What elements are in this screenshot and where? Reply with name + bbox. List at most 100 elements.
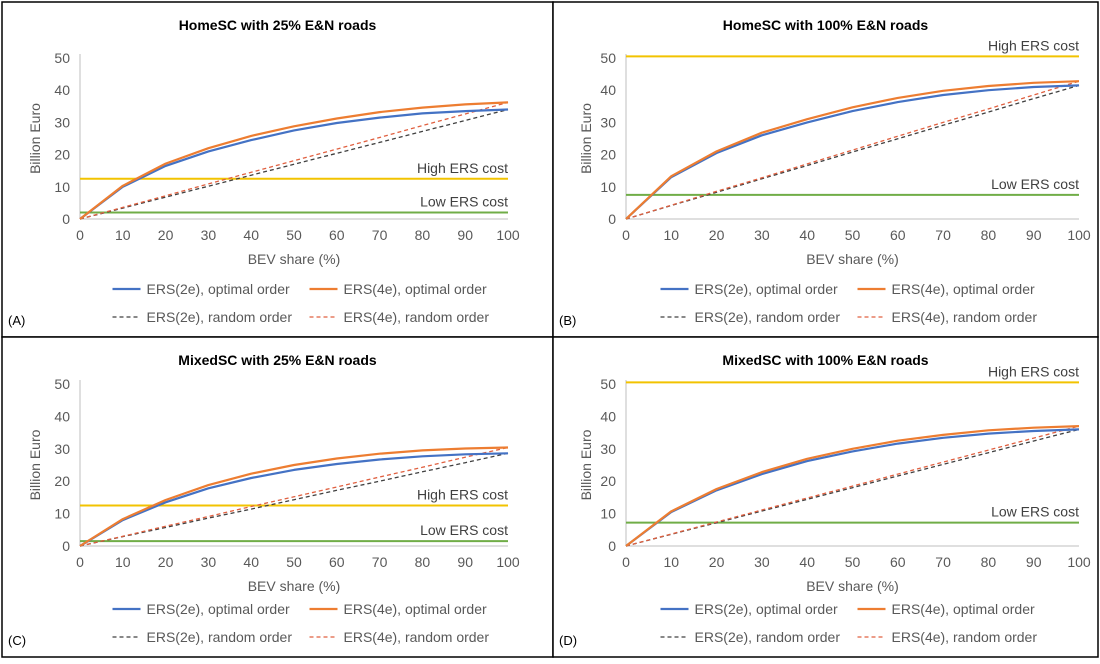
x-tick-label: 90 <box>457 227 473 243</box>
x-tick-label: 100 <box>1067 227 1091 243</box>
y-tick-label: 0 <box>62 538 70 554</box>
x-axis-title: BEV share (%) <box>806 251 899 267</box>
y-tick-label: 20 <box>54 147 70 163</box>
x-tick-label: 40 <box>799 227 815 243</box>
high-ers-cost-label: High ERS cost <box>417 487 508 503</box>
y-tick-label: 50 <box>54 376 70 392</box>
x-tick-label: 50 <box>286 227 302 243</box>
x-tick-label: 70 <box>372 227 388 243</box>
panel-border <box>552 336 1099 658</box>
y-tick-label: 10 <box>600 179 616 195</box>
x-tick-label: 20 <box>709 554 725 570</box>
x-tick-label: 10 <box>664 227 680 243</box>
chart-panel: HomeSC with 25% E&N roads 0 10 20 30 40 50 0 10 2… <box>1 1 554 338</box>
series-line <box>79 108 509 220</box>
x-tick-label: 0 <box>76 554 84 570</box>
y-tick-label: 50 <box>600 376 616 392</box>
x-tick-label: 100 <box>496 227 520 243</box>
y-axis-title: Billion Euro <box>27 429 43 500</box>
low-ers-cost-label: Low ERS cost <box>420 194 508 210</box>
x-tick-label: 40 <box>799 554 815 570</box>
x-tick-label: 30 <box>201 554 217 570</box>
series-line <box>625 80 1080 220</box>
x-tick-label: 100 <box>496 554 520 570</box>
y-axis-title: Billion Euro <box>578 103 594 174</box>
chart-title: MixedSC with 100% E&N roads <box>722 352 928 368</box>
x-tick-label: 10 <box>115 554 131 570</box>
x-tick-label: 70 <box>935 554 951 570</box>
series-line <box>79 101 509 220</box>
high-ers-cost-label: High ERS cost <box>417 160 508 176</box>
x-tick-label: 40 <box>243 554 259 570</box>
y-tick-label: 50 <box>600 50 616 66</box>
y-tick-label: 0 <box>608 538 616 554</box>
x-tick-label: 70 <box>372 554 388 570</box>
x-tick-label: 60 <box>329 554 345 570</box>
y-tick-label: 40 <box>54 408 70 424</box>
x-tick-label: 90 <box>457 554 473 570</box>
y-tick-label: 30 <box>600 114 616 130</box>
y-tick-label: 10 <box>54 179 70 195</box>
x-axis-title: BEV share (%) <box>806 578 899 594</box>
panel-letter: (C) <box>8 633 26 648</box>
legend-entry-label: ERS(4e), optimal order <box>344 281 488 297</box>
x-tick-label: 30 <box>201 227 217 243</box>
x-tick-label: 20 <box>158 227 174 243</box>
x-tick-label: 100 <box>1067 554 1091 570</box>
low-ers-cost-label: Low ERS cost <box>991 176 1079 192</box>
series-line <box>79 452 509 547</box>
high-ers-cost-label: High ERS cost <box>988 37 1079 53</box>
panel-letter: (D) <box>559 633 577 648</box>
high-ers-cost-label: High ERS cost <box>988 363 1079 379</box>
x-tick-label: 80 <box>981 227 997 243</box>
x-tick-label: 60 <box>890 227 906 243</box>
x-tick-label: 30 <box>754 554 770 570</box>
x-tick-label: 50 <box>286 554 302 570</box>
y-tick-label: 20 <box>600 473 616 489</box>
x-tick-label: 80 <box>415 554 431 570</box>
legend-entry-label: ERS(4e), random order <box>892 309 1038 325</box>
y-axis-title: Billion Euro <box>578 429 594 500</box>
legend-entry-label: ERS(2e), random order <box>695 309 841 325</box>
series-line <box>79 101 509 220</box>
y-tick-label: 50 <box>54 50 70 66</box>
x-tick-label: 20 <box>709 227 725 243</box>
panel-border <box>1 1 554 338</box>
chart-panel: MixedSC with 100% E&N roads 0 10 20 30 40 50 0 1… <box>552 336 1099 658</box>
y-tick-label: 30 <box>54 114 70 130</box>
series-line <box>625 425 1080 547</box>
x-tick-label: 60 <box>329 227 345 243</box>
series-line <box>79 108 509 220</box>
x-tick-label: 10 <box>115 227 131 243</box>
x-tick-label: 80 <box>981 554 997 570</box>
series-line <box>625 425 1080 547</box>
legend-entry-label: ERS(4e), optimal order <box>892 281 1036 297</box>
legend-entry-label: ERS(2e), random order <box>147 629 293 645</box>
x-axis-title: BEV share (%) <box>248 578 341 594</box>
x-tick-label: 10 <box>664 554 680 570</box>
x-tick-label: 40 <box>243 227 259 243</box>
chart-title: HomeSC with 25% E&N roads <box>179 17 377 33</box>
y-tick-label: 30 <box>600 441 616 457</box>
legend-entry-label: ERS(2e), optimal order <box>695 601 839 617</box>
x-tick-label: 30 <box>754 227 770 243</box>
x-tick-label: 50 <box>845 227 861 243</box>
legend-entry-label: ERS(4e), optimal order <box>892 601 1036 617</box>
series-line <box>625 80 1080 220</box>
series-line <box>79 452 509 547</box>
y-axis-title: Billion Euro <box>27 103 43 174</box>
chart-panel: HomeSC with 100% E&N roads 0 10 20 30 40 50 0 10… <box>552 1 1099 338</box>
chart-panel: MixedSC with 25% E&N roads 0 10 20 30 40 50 0 10… <box>1 336 554 658</box>
legend-entry-label: ERS(4e), random order <box>892 629 1038 645</box>
y-tick-label: 0 <box>62 211 70 227</box>
chart-title: HomeSC with 100% E&N roads <box>723 17 929 33</box>
series-line <box>625 84 1080 220</box>
x-tick-label: 0 <box>622 227 630 243</box>
x-axis-title: BEV share (%) <box>248 251 341 267</box>
x-tick-label: 20 <box>158 554 174 570</box>
y-tick-label: 30 <box>54 441 70 457</box>
y-tick-label: 10 <box>600 506 616 522</box>
legend-entry-label: ERS(4e), random order <box>344 629 490 645</box>
